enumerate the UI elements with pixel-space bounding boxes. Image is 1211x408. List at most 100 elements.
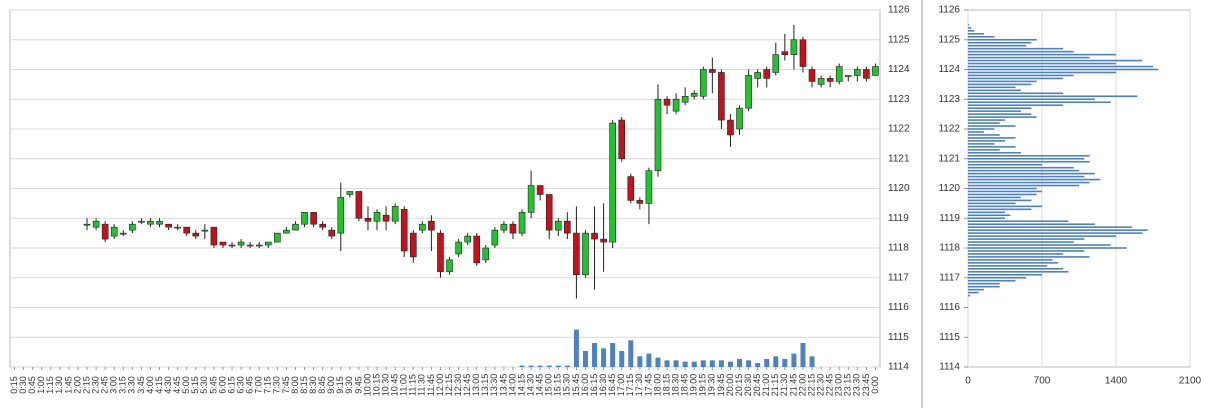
candle-body — [844, 75, 852, 77]
x-tick-label: 20:15 — [734, 374, 744, 397]
profile-bar — [968, 241, 1074, 243]
profile-bar — [968, 152, 1021, 154]
candle-body — [582, 232, 589, 276]
x-tick-label: 17:15 — [625, 374, 635, 397]
profile-bar — [968, 80, 1037, 83]
volume-bar — [519, 365, 525, 367]
candle-body — [110, 226, 118, 237]
x-tick-label: 5:30 — [199, 376, 209, 394]
profile-bar — [968, 262, 1058, 264]
candle-body — [156, 220, 163, 225]
candle-body — [627, 176, 635, 201]
candle-body — [147, 220, 154, 225]
profile-bar — [968, 122, 1000, 124]
x-tick-label: 15:00 — [544, 374, 554, 397]
x-tick-label: 22:45 — [825, 374, 835, 397]
y-tick-label: 1119 — [888, 213, 909, 224]
x-tick-label: 1:45 — [63, 376, 73, 394]
volume-bar — [592, 343, 598, 367]
x-tick-label: 0:45 — [27, 376, 37, 394]
profile-bar — [968, 110, 1021, 112]
candle-body — [228, 244, 236, 247]
profile-bar — [968, 211, 1005, 214]
candle-body — [645, 170, 653, 204]
candle-body — [138, 220, 145, 223]
candle-body — [718, 72, 725, 121]
candle-body — [636, 200, 644, 204]
candle-body — [437, 232, 444, 273]
profile-bar — [968, 53, 1116, 56]
candle-body — [446, 259, 453, 273]
candle-body — [428, 220, 435, 231]
volume-bar — [709, 360, 715, 367]
candle-body — [382, 214, 390, 222]
x-tick-label: 18:15 — [661, 374, 671, 397]
candle-body — [183, 226, 191, 234]
candle-body — [174, 226, 181, 229]
x-tick-label: 11:30 — [417, 374, 427, 396]
y-tick-label: 1120 — [938, 183, 960, 194]
profile-bar — [968, 199, 1032, 202]
x-tick-label: 11:45 — [426, 374, 436, 396]
candle-body — [690, 93, 698, 97]
profile-bar — [968, 83, 1032, 86]
profile-bar — [968, 30, 975, 32]
profile-bar — [968, 205, 1042, 208]
profile-bar — [968, 172, 1095, 175]
profile-bar — [968, 33, 984, 35]
x-tick-label: 7:30 — [272, 376, 282, 394]
candle-body — [518, 212, 526, 234]
x-tick-label: 6:00 — [217, 376, 227, 394]
candle-body — [826, 78, 834, 82]
x-tick-label: 22:30 — [815, 374, 825, 397]
x-tick-label: 16:00 — [580, 374, 590, 397]
x-tick-label: 12:45 — [462, 374, 472, 397]
x-tick-label: 13:45 — [498, 374, 508, 397]
profile-bar — [968, 181, 1090, 184]
volume-bar — [637, 356, 643, 367]
candle-body — [699, 69, 707, 97]
candle-body — [527, 185, 535, 213]
profile-bar — [968, 134, 1000, 136]
y-tick-label: 1121 — [888, 153, 910, 164]
profile-bar — [968, 131, 984, 133]
candle-body — [781, 51, 789, 55]
y-tick-label: 1119 — [939, 213, 960, 224]
volume-bar — [582, 351, 588, 367]
candle-body — [745, 75, 752, 109]
x-tick-label: 7:15 — [263, 376, 273, 394]
x-tick-label: 0:30 — [18, 376, 28, 394]
y-tick-label: 1117 — [888, 272, 909, 283]
profile-bar — [968, 166, 1074, 169]
y-tick-label: 1125 — [938, 34, 960, 45]
x-tick-label: 20:30 — [743, 374, 753, 397]
profile-bar — [968, 38, 1037, 41]
x-tick-label: 9:00 — [326, 376, 336, 394]
volume-bar — [737, 359, 743, 367]
x-tick-label: 17:45 — [643, 374, 653, 397]
volume-bar — [755, 363, 761, 367]
profile-bar — [968, 223, 1095, 225]
profile-bar — [968, 47, 1064, 50]
profile-bar — [968, 229, 1148, 231]
candle-body — [817, 78, 825, 85]
x-tick-label: 0 — [965, 376, 971, 387]
candle-body — [772, 54, 780, 73]
x-tick-label: 15:15 — [553, 374, 563, 397]
x-tick-label: 3:00 — [109, 376, 119, 394]
x-tick-label: 0:00 — [870, 376, 880, 394]
profile-bar — [968, 157, 1085, 160]
x-tick-label: 3:15 — [118, 376, 128, 394]
profile-bar — [968, 175, 1085, 178]
volume-bar — [555, 365, 561, 367]
profile-bar — [968, 116, 1037, 118]
candle-body — [210, 226, 218, 246]
volume-bar — [628, 340, 634, 367]
profile-bar — [968, 196, 1021, 199]
x-tick-label: 6:30 — [235, 376, 245, 394]
x-tick-label: 2100 — [1179, 376, 1202, 387]
candle-body — [600, 238, 607, 243]
volume-bar — [546, 365, 552, 367]
candle-body — [409, 232, 417, 258]
y-tick-label: 1114 — [939, 362, 960, 373]
